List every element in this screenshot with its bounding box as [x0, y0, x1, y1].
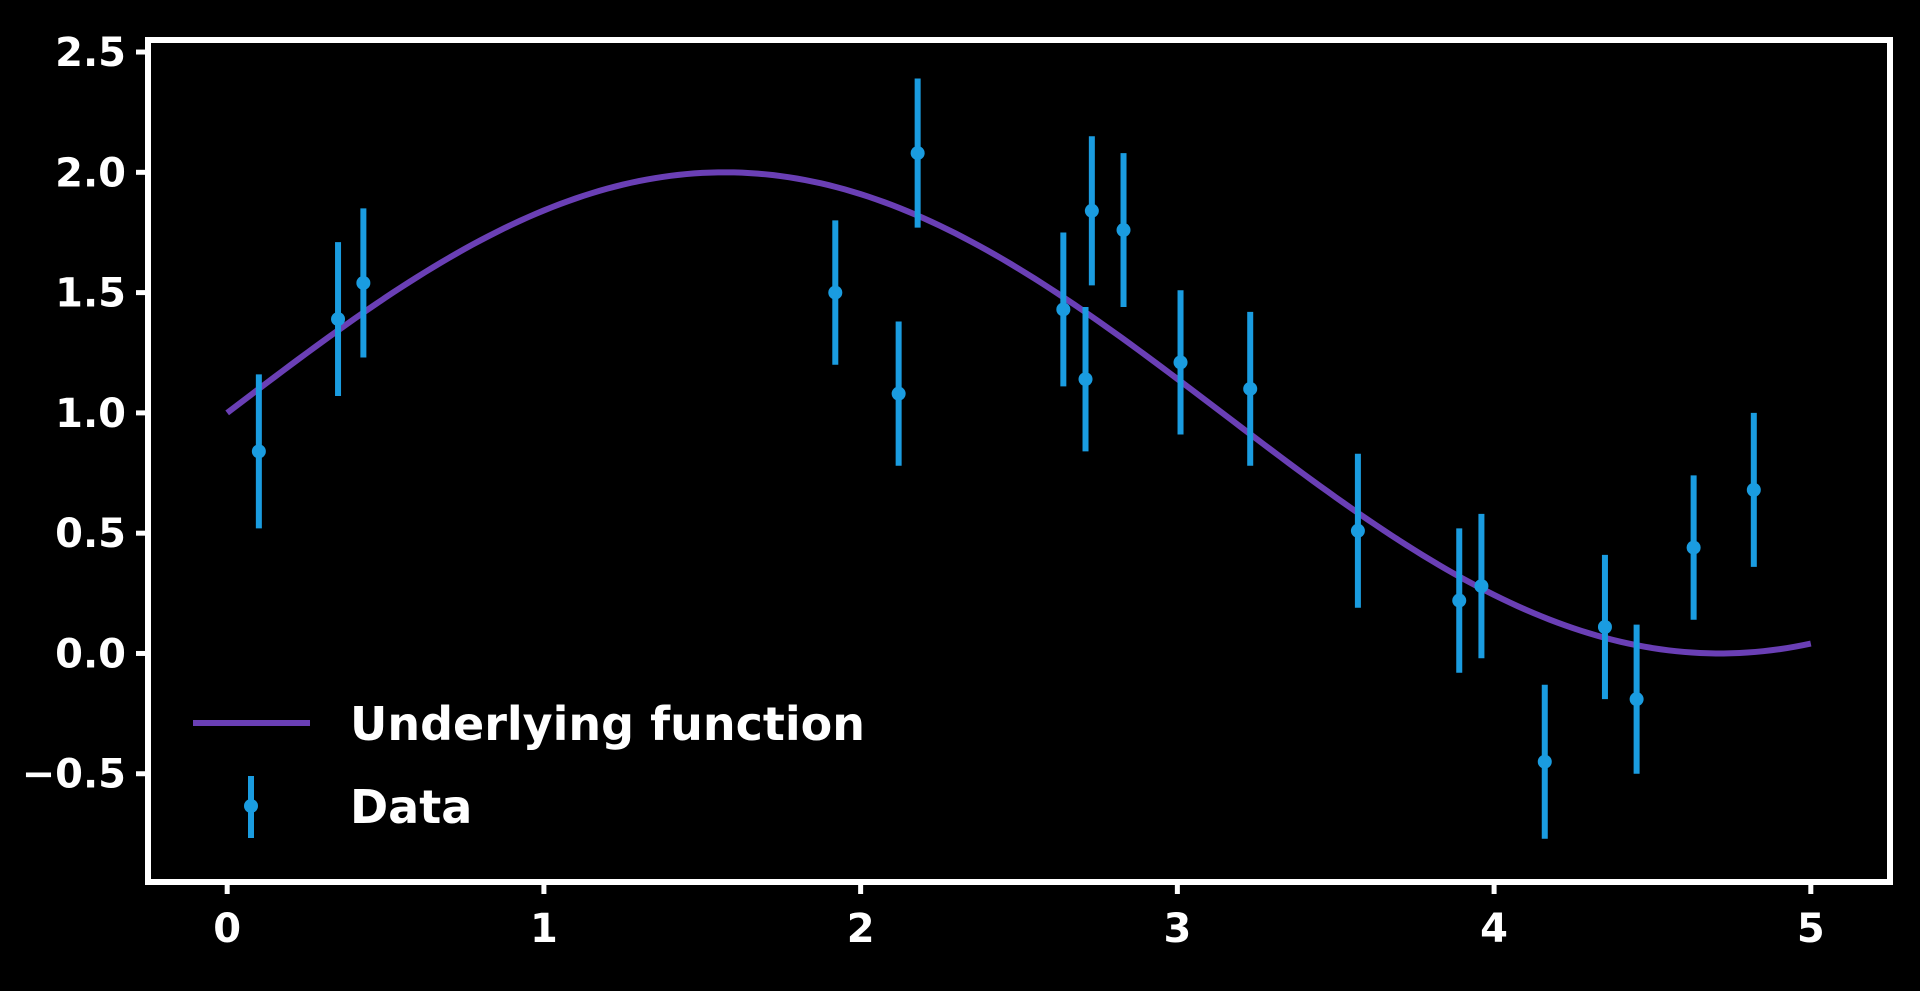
x-tick-label: 1: [530, 906, 558, 952]
data-marker: [1746, 482, 1761, 497]
data-point: [1056, 232, 1071, 387]
x-tick-label: 3: [1163, 906, 1191, 952]
data-points-layer: [251, 78, 1761, 839]
data-marker: [331, 312, 346, 327]
data-marker: [1350, 523, 1365, 538]
y-tick-label: 2.0: [55, 150, 126, 196]
data-point: [1597, 554, 1612, 700]
data-point: [1746, 412, 1761, 567]
data-point: [356, 208, 371, 358]
y-tick-label: 0.5: [55, 511, 126, 557]
data-marker: [1078, 372, 1093, 387]
data-point: [1243, 311, 1258, 466]
data-marker: [1243, 381, 1258, 396]
data-point: [828, 220, 843, 365]
y-tick-label: 1.0: [55, 391, 126, 437]
data-point: [1686, 475, 1701, 620]
y-tick-label: 1.5: [55, 271, 126, 317]
data-point: [1084, 136, 1099, 286]
data-marker: [891, 386, 906, 401]
x-tick-label: 2: [847, 906, 875, 952]
x-tick-label: 5: [1797, 906, 1825, 952]
data-point: [1452, 528, 1467, 673]
data-point: [1474, 513, 1489, 659]
axes: [145, 37, 1893, 885]
legend-label-data: Data: [350, 780, 472, 834]
y-tick-label: −0.5: [22, 752, 126, 798]
function-line-layer: [225, 169, 1812, 657]
data-point: [891, 321, 906, 466]
data-marker: [1686, 540, 1701, 555]
data-point: [251, 374, 266, 529]
legend-marker-dot: [244, 799, 258, 813]
legend: Underlying function Data: [193, 697, 865, 838]
data-marker: [356, 275, 371, 290]
data-point: [1173, 290, 1188, 435]
plot-frame: [145, 37, 1893, 885]
data-marker: [1597, 619, 1612, 634]
y-tick-label: 0.0: [55, 631, 126, 677]
data-point: [1078, 307, 1093, 452]
data-point: [1629, 624, 1644, 774]
data-point: [331, 242, 346, 397]
data-marker: [1537, 754, 1552, 769]
legend-data-marker: [244, 776, 258, 838]
data-marker: [251, 444, 266, 459]
data-point: [1537, 684, 1552, 839]
data-marker: [1056, 302, 1071, 317]
data-point: [1116, 153, 1131, 308]
y-tick-label: 2.5: [55, 30, 126, 76]
ticks: 0 1 2 3 4 5 −0.5 0.0 0.5 1.0 1.5 2.0 2.5: [22, 30, 1825, 952]
data-marker: [1474, 579, 1489, 594]
data-point: [910, 78, 925, 228]
data-marker: [1452, 593, 1467, 608]
underlying-function-line: [225, 169, 1812, 657]
legend-label-underlying-function: Underlying function: [350, 697, 865, 751]
data-marker: [1084, 203, 1099, 218]
data-marker: [1173, 355, 1188, 370]
x-tick-label: 4: [1480, 906, 1508, 952]
data-marker: [1629, 692, 1644, 707]
data-point: [1350, 453, 1365, 608]
data-marker: [1116, 223, 1131, 238]
data-marker: [910, 146, 925, 161]
data-marker: [828, 285, 843, 300]
x-tick-label: 0: [213, 906, 241, 952]
